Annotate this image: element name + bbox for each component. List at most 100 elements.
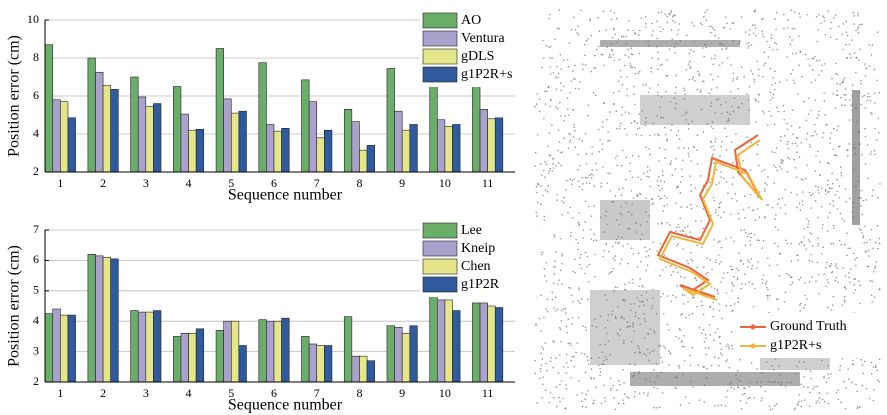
cloud-point xyxy=(631,247,633,249)
cloud-point xyxy=(565,189,567,191)
cloud-point xyxy=(790,73,792,75)
cloud-point xyxy=(534,106,536,108)
cloud-point xyxy=(752,265,754,267)
cloud-point xyxy=(697,71,699,73)
cloud-point xyxy=(709,181,711,183)
cloud-point xyxy=(853,216,855,218)
cloud-point xyxy=(707,123,709,125)
cloud-point xyxy=(783,28,785,30)
legend-swatch xyxy=(423,259,457,274)
legend-marker xyxy=(751,344,756,349)
cloud-point xyxy=(727,272,729,274)
cloud-point xyxy=(599,368,601,370)
cloud-point xyxy=(657,52,659,54)
cloud-point xyxy=(647,349,649,351)
cloud-point xyxy=(652,202,654,204)
cloud-point xyxy=(744,217,746,219)
cloud-point xyxy=(775,214,777,216)
bar xyxy=(231,321,239,382)
cloud-point xyxy=(790,284,792,286)
cloud-point xyxy=(761,398,763,400)
cloud-point xyxy=(735,374,737,376)
cloud-point xyxy=(719,343,721,345)
cloud-point xyxy=(577,242,579,244)
cloud-point xyxy=(855,30,857,32)
cloud-point xyxy=(756,381,758,383)
cloud-point xyxy=(570,235,572,237)
bar xyxy=(430,294,438,382)
cloud-point xyxy=(784,135,786,137)
cloud-point xyxy=(827,365,829,367)
cloud-point xyxy=(596,49,598,51)
cloud-point xyxy=(777,203,779,205)
cloud-point xyxy=(590,229,592,231)
cloud-point xyxy=(870,100,872,102)
cloud-point xyxy=(622,188,624,190)
cloud-point xyxy=(657,180,659,182)
cloud-point xyxy=(679,230,681,232)
cloud-point xyxy=(606,46,608,48)
cloud-point xyxy=(627,228,629,230)
bar xyxy=(282,128,290,172)
cloud-point xyxy=(666,42,668,44)
cloud-point xyxy=(606,243,608,245)
cloud-point xyxy=(544,268,546,270)
cloud-point xyxy=(742,394,744,396)
cloud-point xyxy=(766,281,768,283)
cloud-point xyxy=(678,29,680,31)
cloud-point xyxy=(558,28,560,30)
cloud-point xyxy=(735,193,737,195)
cloud-point xyxy=(818,14,820,16)
cloud-point xyxy=(753,209,755,211)
cloud-point xyxy=(664,157,666,159)
cloud-point xyxy=(690,252,692,254)
cloud-point xyxy=(821,206,823,208)
cloud-point xyxy=(705,273,707,275)
cloud-point xyxy=(758,165,760,167)
cloud-point xyxy=(566,362,568,364)
cloud-point xyxy=(877,248,879,250)
cloud-point xyxy=(676,202,678,204)
cloud-point xyxy=(576,394,578,396)
cloud-point xyxy=(875,366,877,368)
cloud-point xyxy=(745,232,747,234)
cloud-point xyxy=(743,387,745,389)
cloud-point xyxy=(803,361,805,363)
cloud-point xyxy=(858,32,860,34)
x-tick-label: 8 xyxy=(356,176,362,190)
cloud-point xyxy=(827,279,829,281)
legend-label: g1P2R+s xyxy=(461,67,512,82)
cloud-point xyxy=(595,94,597,96)
cloud-point xyxy=(679,367,681,369)
cloud-point xyxy=(540,371,542,373)
cloud-point xyxy=(736,200,738,202)
cloud-point xyxy=(575,239,577,241)
cloud-point xyxy=(585,371,587,373)
cloud-point xyxy=(604,250,606,252)
cloud-point xyxy=(837,74,839,76)
cloud-point xyxy=(845,99,847,101)
cloud-point xyxy=(634,121,636,123)
cloud-point xyxy=(645,16,647,18)
cloud-point xyxy=(745,283,747,285)
cloud-point xyxy=(617,155,619,157)
cloud-point xyxy=(592,169,594,171)
bar xyxy=(437,300,445,382)
cloud-point xyxy=(584,55,586,57)
cloud-point xyxy=(866,251,868,253)
cloud-point xyxy=(700,175,702,177)
cloud-point xyxy=(853,147,855,149)
cloud-point xyxy=(764,188,766,190)
cloud-point xyxy=(845,44,847,46)
cloud-point xyxy=(786,143,788,145)
cloud-point xyxy=(690,184,692,186)
cloud-point xyxy=(699,75,701,77)
cloud-point xyxy=(851,39,853,41)
cloud-point xyxy=(734,97,736,99)
cloud-point xyxy=(645,23,647,25)
cloud-point xyxy=(678,337,680,339)
cloud-point xyxy=(858,280,860,282)
cloud-point xyxy=(611,19,613,21)
cloud-point xyxy=(684,90,686,92)
cloud-point xyxy=(579,212,581,214)
